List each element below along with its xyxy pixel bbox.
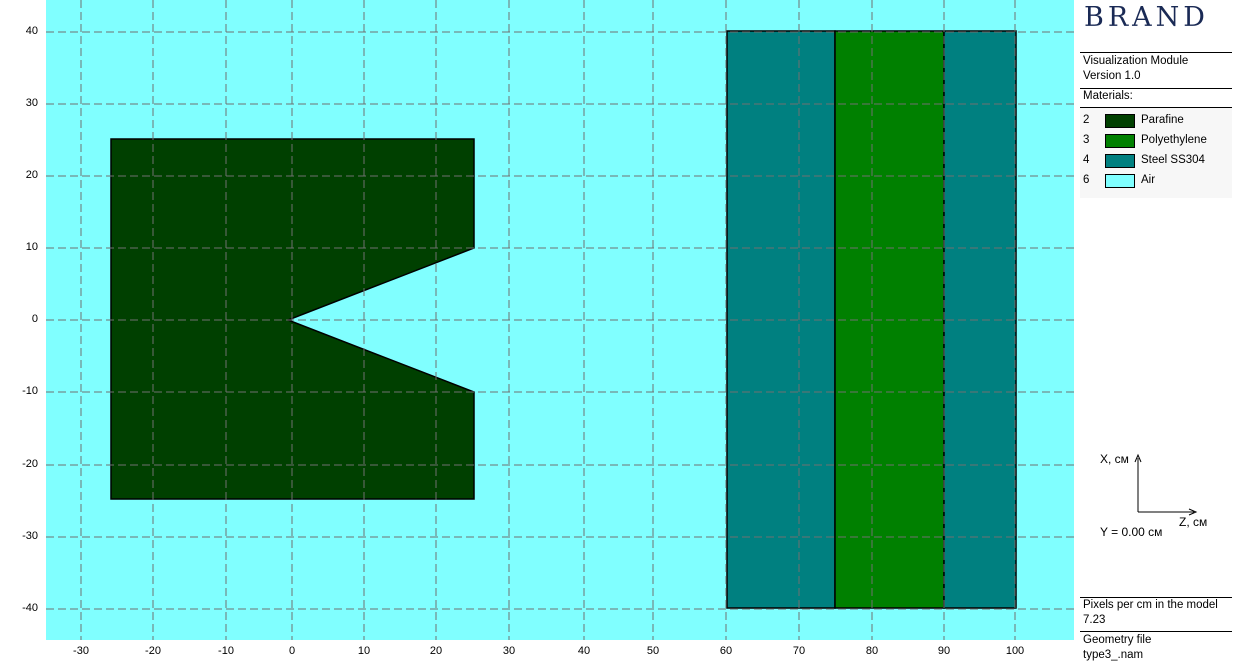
grid-lines	[46, 0, 1074, 640]
z-axis-labels	[0, 641, 1074, 669]
material-number: 2	[1083, 114, 1090, 126]
material-color-swatch	[1105, 174, 1135, 188]
parafine-region	[110, 138, 475, 500]
x-axis-labels	[0, 0, 46, 641]
material-color-swatch	[1105, 134, 1135, 148]
brand-logo: BRAND	[1084, 2, 1209, 33]
z-tick-label: 90	[937, 645, 951, 657]
module-version: Version 1.0	[1083, 70, 1141, 82]
material-item: 3 Polyethylene	[1083, 133, 1233, 149]
x-tick-label: 0	[31, 313, 38, 325]
steel-right-region	[943, 30, 1017, 609]
geometry-canvas[interactable]	[46, 0, 1074, 640]
x-axis-label: X, см	[1100, 452, 1129, 466]
z-tick-label: 20	[429, 645, 443, 657]
divider	[1080, 88, 1232, 89]
materials-heading: Materials:	[1083, 90, 1133, 102]
x-tick-label: 10	[25, 241, 38, 253]
material-name: Air	[1141, 174, 1156, 186]
x-tick-label: -30	[22, 530, 38, 542]
material-item: 2 Parafine	[1083, 113, 1233, 129]
divider	[1080, 107, 1232, 108]
material-color-swatch	[1105, 114, 1135, 128]
info-panel: BRAND Visualization Module Version 1.0 M…	[1076, 0, 1236, 669]
z-tick-label: 30	[502, 645, 516, 657]
z-tick-label: 60	[719, 645, 733, 657]
pixels-per-cm-value: 7.23	[1083, 614, 1106, 626]
material-number: 6	[1083, 174, 1090, 186]
y-position-readout: Y = 0.00 см	[1100, 525, 1163, 539]
z-tick-label: 10	[357, 645, 371, 657]
z-tick-label: 0	[288, 645, 296, 657]
z-tick-label: 80	[865, 645, 879, 657]
x-tick-label: -40	[22, 602, 38, 614]
geometry-file-name: type3_.nam	[1083, 649, 1144, 661]
divider	[1080, 597, 1232, 598]
z-tick-label: 50	[646, 645, 660, 657]
material-item: 4 Steel SS304	[1083, 153, 1233, 169]
z-tick-label: -10	[218, 645, 234, 657]
z-tick-label: 100	[1005, 645, 1025, 657]
material-color-swatch	[1105, 154, 1135, 168]
divider	[1080, 52, 1232, 53]
z-tick-label: 70	[792, 645, 806, 657]
material-name: Parafine	[1141, 114, 1184, 126]
module-name: Visualization Module	[1083, 55, 1189, 67]
z-tick-label: 40	[577, 645, 591, 657]
x-tick-label: 40	[25, 25, 38, 37]
z-tick-label: -20	[145, 645, 161, 657]
geometry-file-label: Geometry file	[1083, 634, 1152, 646]
material-item: 6 Air	[1083, 173, 1233, 189]
x-tick-label: 30	[25, 97, 38, 109]
material-name: Steel SS304	[1141, 154, 1205, 166]
x-tick-label: -20	[22, 458, 38, 470]
geometry-view[interactable]	[46, 0, 1074, 640]
x-tick-label: -10	[22, 385, 38, 397]
divider	[1080, 631, 1232, 632]
material-number: 3	[1083, 134, 1090, 146]
material-number: 4	[1083, 154, 1090, 166]
z-axis-label: Z, см	[1179, 515, 1208, 529]
pixels-per-cm-label: Pixels per cm in the model	[1083, 599, 1218, 611]
z-tick-label: -30	[73, 645, 89, 657]
x-tick-label: 20	[25, 169, 38, 181]
material-name: Polyethylene	[1141, 134, 1207, 146]
axis-orientation-indicator	[1134, 453, 1198, 516]
